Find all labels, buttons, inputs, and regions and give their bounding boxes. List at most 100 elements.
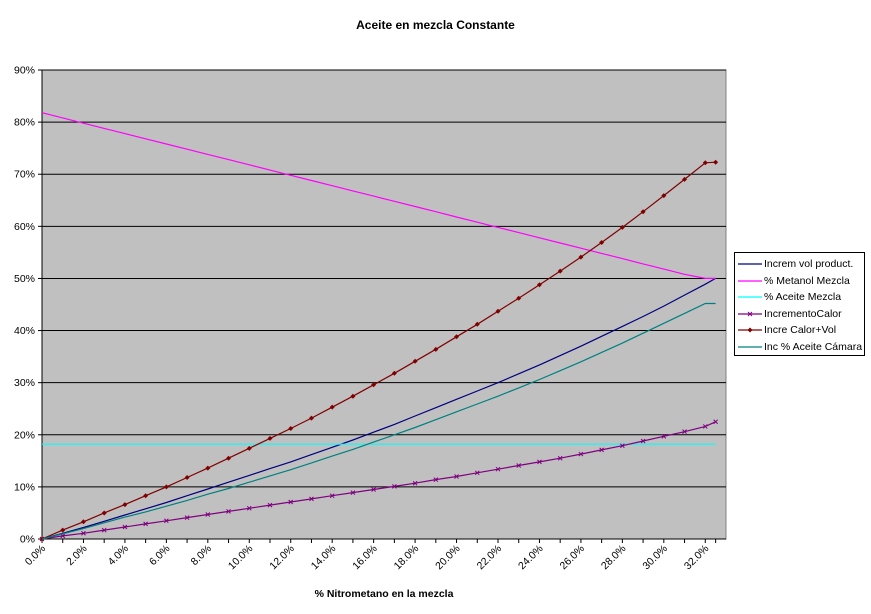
data-point (682, 176, 688, 182)
legend-item: Increm vol product. (735, 256, 864, 273)
data-point (536, 282, 542, 288)
data-point (433, 477, 439, 482)
legend-item: Incre Calor+Vol (735, 322, 864, 339)
data-point (412, 480, 418, 486)
x-tick-label: 14.0% (309, 543, 339, 573)
x-tick-label: 6.0% (147, 543, 172, 568)
x-tick-label: 4.0% (106, 543, 131, 568)
data-point (537, 459, 542, 465)
data-point (474, 321, 480, 327)
legend-label: % Aceite Mezcla (764, 291, 842, 304)
data-point (350, 393, 356, 399)
y-tick-label: 0% (20, 534, 35, 546)
x-tick-label: 28.0% (599, 543, 629, 573)
x-tick-label: 10.0% (226, 543, 256, 573)
data-point (308, 415, 314, 421)
series-line-1 (41, 112, 716, 279)
data-point (557, 268, 563, 274)
data-point (205, 465, 211, 471)
x-tick-label: 22.0% (475, 543, 505, 573)
data-point (661, 433, 667, 439)
x-tick-label: 18.0% (392, 543, 422, 573)
grid-lines (42, 69, 726, 540)
data-point (640, 438, 646, 444)
data-point (164, 518, 169, 524)
data-point (329, 493, 335, 499)
data-point (122, 524, 128, 530)
legend-item: % Aceite Mezcla (735, 289, 864, 306)
y-tick-label: 50% (14, 273, 35, 285)
data-point (246, 445, 252, 451)
legend-swatch (738, 327, 762, 333)
series-line-4 (41, 161, 716, 540)
x-tick-label: 16.0% (350, 543, 380, 573)
series-line-3 (41, 421, 716, 540)
data-point (101, 510, 107, 516)
data-point (143, 493, 149, 499)
data-point (143, 521, 148, 527)
plot-area (41, 69, 727, 540)
legend-swatch (738, 311, 762, 317)
data-point (713, 159, 719, 165)
data-point (454, 334, 460, 340)
data-point (619, 224, 625, 230)
y-tick-label: 40% (14, 325, 35, 337)
y-tick-label: 90% (14, 65, 35, 77)
data-point (80, 519, 86, 525)
data-point (350, 490, 356, 495)
data-point (226, 509, 231, 514)
data-point (329, 404, 335, 410)
data-point (495, 308, 501, 314)
data-point (226, 455, 232, 461)
y-tick-label: 60% (14, 221, 35, 233)
data-point (184, 515, 190, 520)
data-point (205, 512, 211, 517)
data-point (60, 527, 66, 533)
legend-item: Inc % Aceite Cámara (735, 339, 864, 356)
data-point (371, 487, 376, 492)
data-point (163, 484, 169, 490)
x-tick-label: 24.0% (516, 543, 546, 573)
data-point (578, 254, 584, 260)
legend-swatch (738, 263, 762, 265)
y-tick-label: 10% (14, 481, 35, 493)
data-point (246, 505, 252, 511)
y-tick-label: 30% (14, 377, 35, 389)
data-point (620, 443, 625, 449)
data-point (557, 455, 563, 461)
data-point (267, 435, 273, 441)
x-tick-label: 2.0% (64, 543, 89, 568)
data-point (184, 475, 190, 481)
series-line-5 (41, 302, 716, 540)
x-tick-label: 0.0% (23, 543, 48, 568)
data-point (433, 346, 439, 352)
data-point (309, 496, 314, 502)
y-tick-label: 80% (14, 117, 35, 129)
legend-label: % Metanol Mezcla (764, 274, 850, 287)
data-point (599, 447, 604, 453)
series-line-0 (41, 277, 716, 540)
y-tick-label: 70% (14, 169, 35, 181)
legend-item: IncrementoCalor (735, 306, 864, 323)
series-lines (39, 112, 719, 542)
data-point (371, 382, 377, 388)
x-tick-label: 30.0% (640, 543, 670, 573)
data-point (713, 419, 718, 425)
data-point (392, 484, 397, 489)
data-point (578, 451, 584, 457)
legend-swatch (738, 280, 762, 282)
x-tick-label: 20.0% (433, 543, 463, 573)
data-point (122, 502, 128, 508)
legend-item: % Metanol Mezcla (735, 273, 864, 290)
chart-title: Aceite en mezcla Constante (356, 18, 515, 32)
data-point (495, 466, 501, 472)
legend: Increm vol product. % Metanol Mezcla % Ace… (734, 252, 865, 356)
data-point (288, 426, 294, 432)
y-tick-label: 20% (14, 429, 35, 441)
data-point (267, 502, 273, 508)
legend-swatch (738, 296, 762, 298)
data-point (101, 527, 107, 533)
data-point (516, 295, 522, 301)
data-point (391, 370, 397, 376)
